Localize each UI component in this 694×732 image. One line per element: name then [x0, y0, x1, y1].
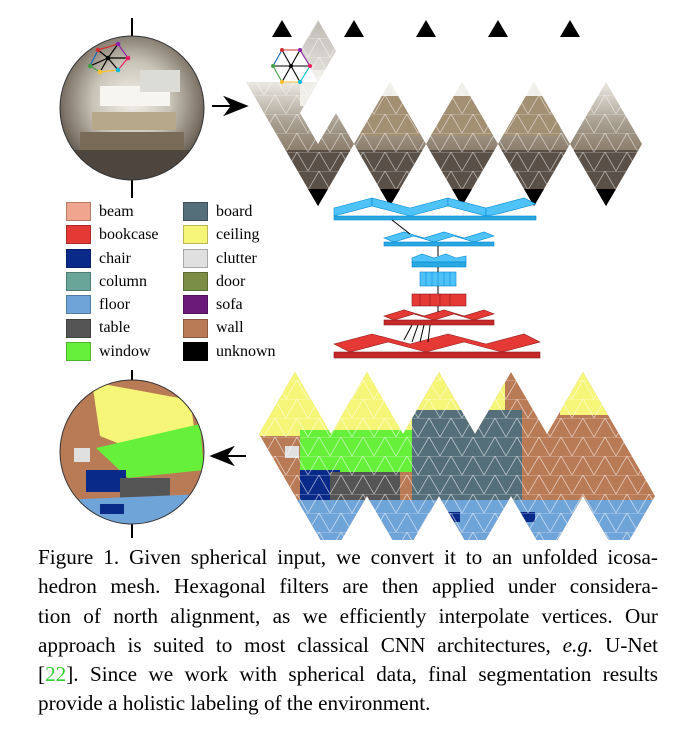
legend-label: clutter	[216, 249, 257, 267]
legend-item: door	[183, 270, 276, 293]
legend-label: beam	[99, 203, 134, 220]
figure-illustration	[59, 18, 655, 540]
caption-line: approach is suited to most classical CNN…	[38, 632, 659, 657]
caption-line: [22]. Since we work with spherical data,…	[38, 662, 658, 687]
legend-left: beam bookcase chair column floor table window	[66, 200, 159, 363]
legend-item: sofa	[183, 293, 276, 316]
arrow-right-icon	[212, 95, 249, 117]
output-icosahedron-net	[259, 372, 655, 540]
legend-item: window	[66, 340, 159, 363]
citation-link[interactable]: 22	[45, 662, 67, 687]
legend-label: board	[216, 203, 253, 220]
legend-swatch	[183, 202, 208, 222]
legend-label: door	[216, 272, 246, 290]
legend-label: column	[99, 272, 147, 290]
legend-item: column	[66, 270, 159, 293]
legend-label: table	[99, 319, 131, 337]
legend-swatch	[66, 295, 91, 315]
legend-label: wall	[216, 319, 244, 337]
legend-item: ceiling	[183, 223, 276, 246]
unet-architecture	[333, 197, 541, 359]
legend-label: window	[99, 342, 151, 360]
legend-swatch	[66, 318, 91, 338]
legend-swatch	[66, 341, 91, 361]
legend-label: bookcase	[99, 226, 159, 244]
legend-swatch	[183, 272, 208, 292]
legend-swatch	[66, 225, 91, 245]
hexagon-filter-icon	[271, 48, 312, 84]
caption-line: Figure 1. Given spherical input, we conv…	[38, 545, 658, 569]
legend-label: ceiling	[216, 226, 260, 244]
legend-item: table	[66, 316, 159, 339]
legend-swatch	[183, 248, 208, 268]
caption-line: tion of north alignment, as we efficient…	[38, 603, 658, 628]
arrow-left-icon	[209, 445, 246, 467]
legend-item: chair	[66, 247, 159, 270]
legend-item: board	[183, 200, 276, 223]
legend-swatch	[66, 272, 91, 292]
input-icosahedron-net	[246, 20, 642, 206]
legend-swatch	[66, 248, 91, 268]
legend-swatch	[66, 202, 91, 222]
legend-swatch	[183, 295, 208, 315]
legend-item: bookcase	[66, 223, 159, 246]
input-sphere	[59, 18, 205, 198]
legend-item: unknown	[183, 340, 276, 363]
figure-caption: Figure 1. Given spherical input, we conv…	[38, 543, 658, 719]
legend-swatch	[183, 341, 208, 361]
legend-swatch	[183, 318, 208, 338]
legend-label: unknown	[216, 342, 276, 360]
legend-right: board ceiling clutter door sofa wall unknown	[183, 200, 276, 363]
legend-item: clutter	[183, 247, 276, 270]
caption-line: provide a holistic labeling of the envir…	[38, 691, 431, 716]
hexagon-filter-icon	[87, 41, 131, 75]
output-sphere	[59, 370, 205, 538]
legend-item: floor	[66, 293, 159, 316]
legend-label: chair	[99, 249, 131, 267]
legend-swatch	[183, 225, 208, 245]
legend-label: floor	[99, 296, 131, 314]
legend-label: sofa	[216, 296, 243, 314]
legend-item: beam	[66, 200, 159, 223]
legend-item: wall	[183, 316, 276, 339]
caption-line: hedron mesh. Hexagonal filters are then …	[38, 574, 658, 599]
